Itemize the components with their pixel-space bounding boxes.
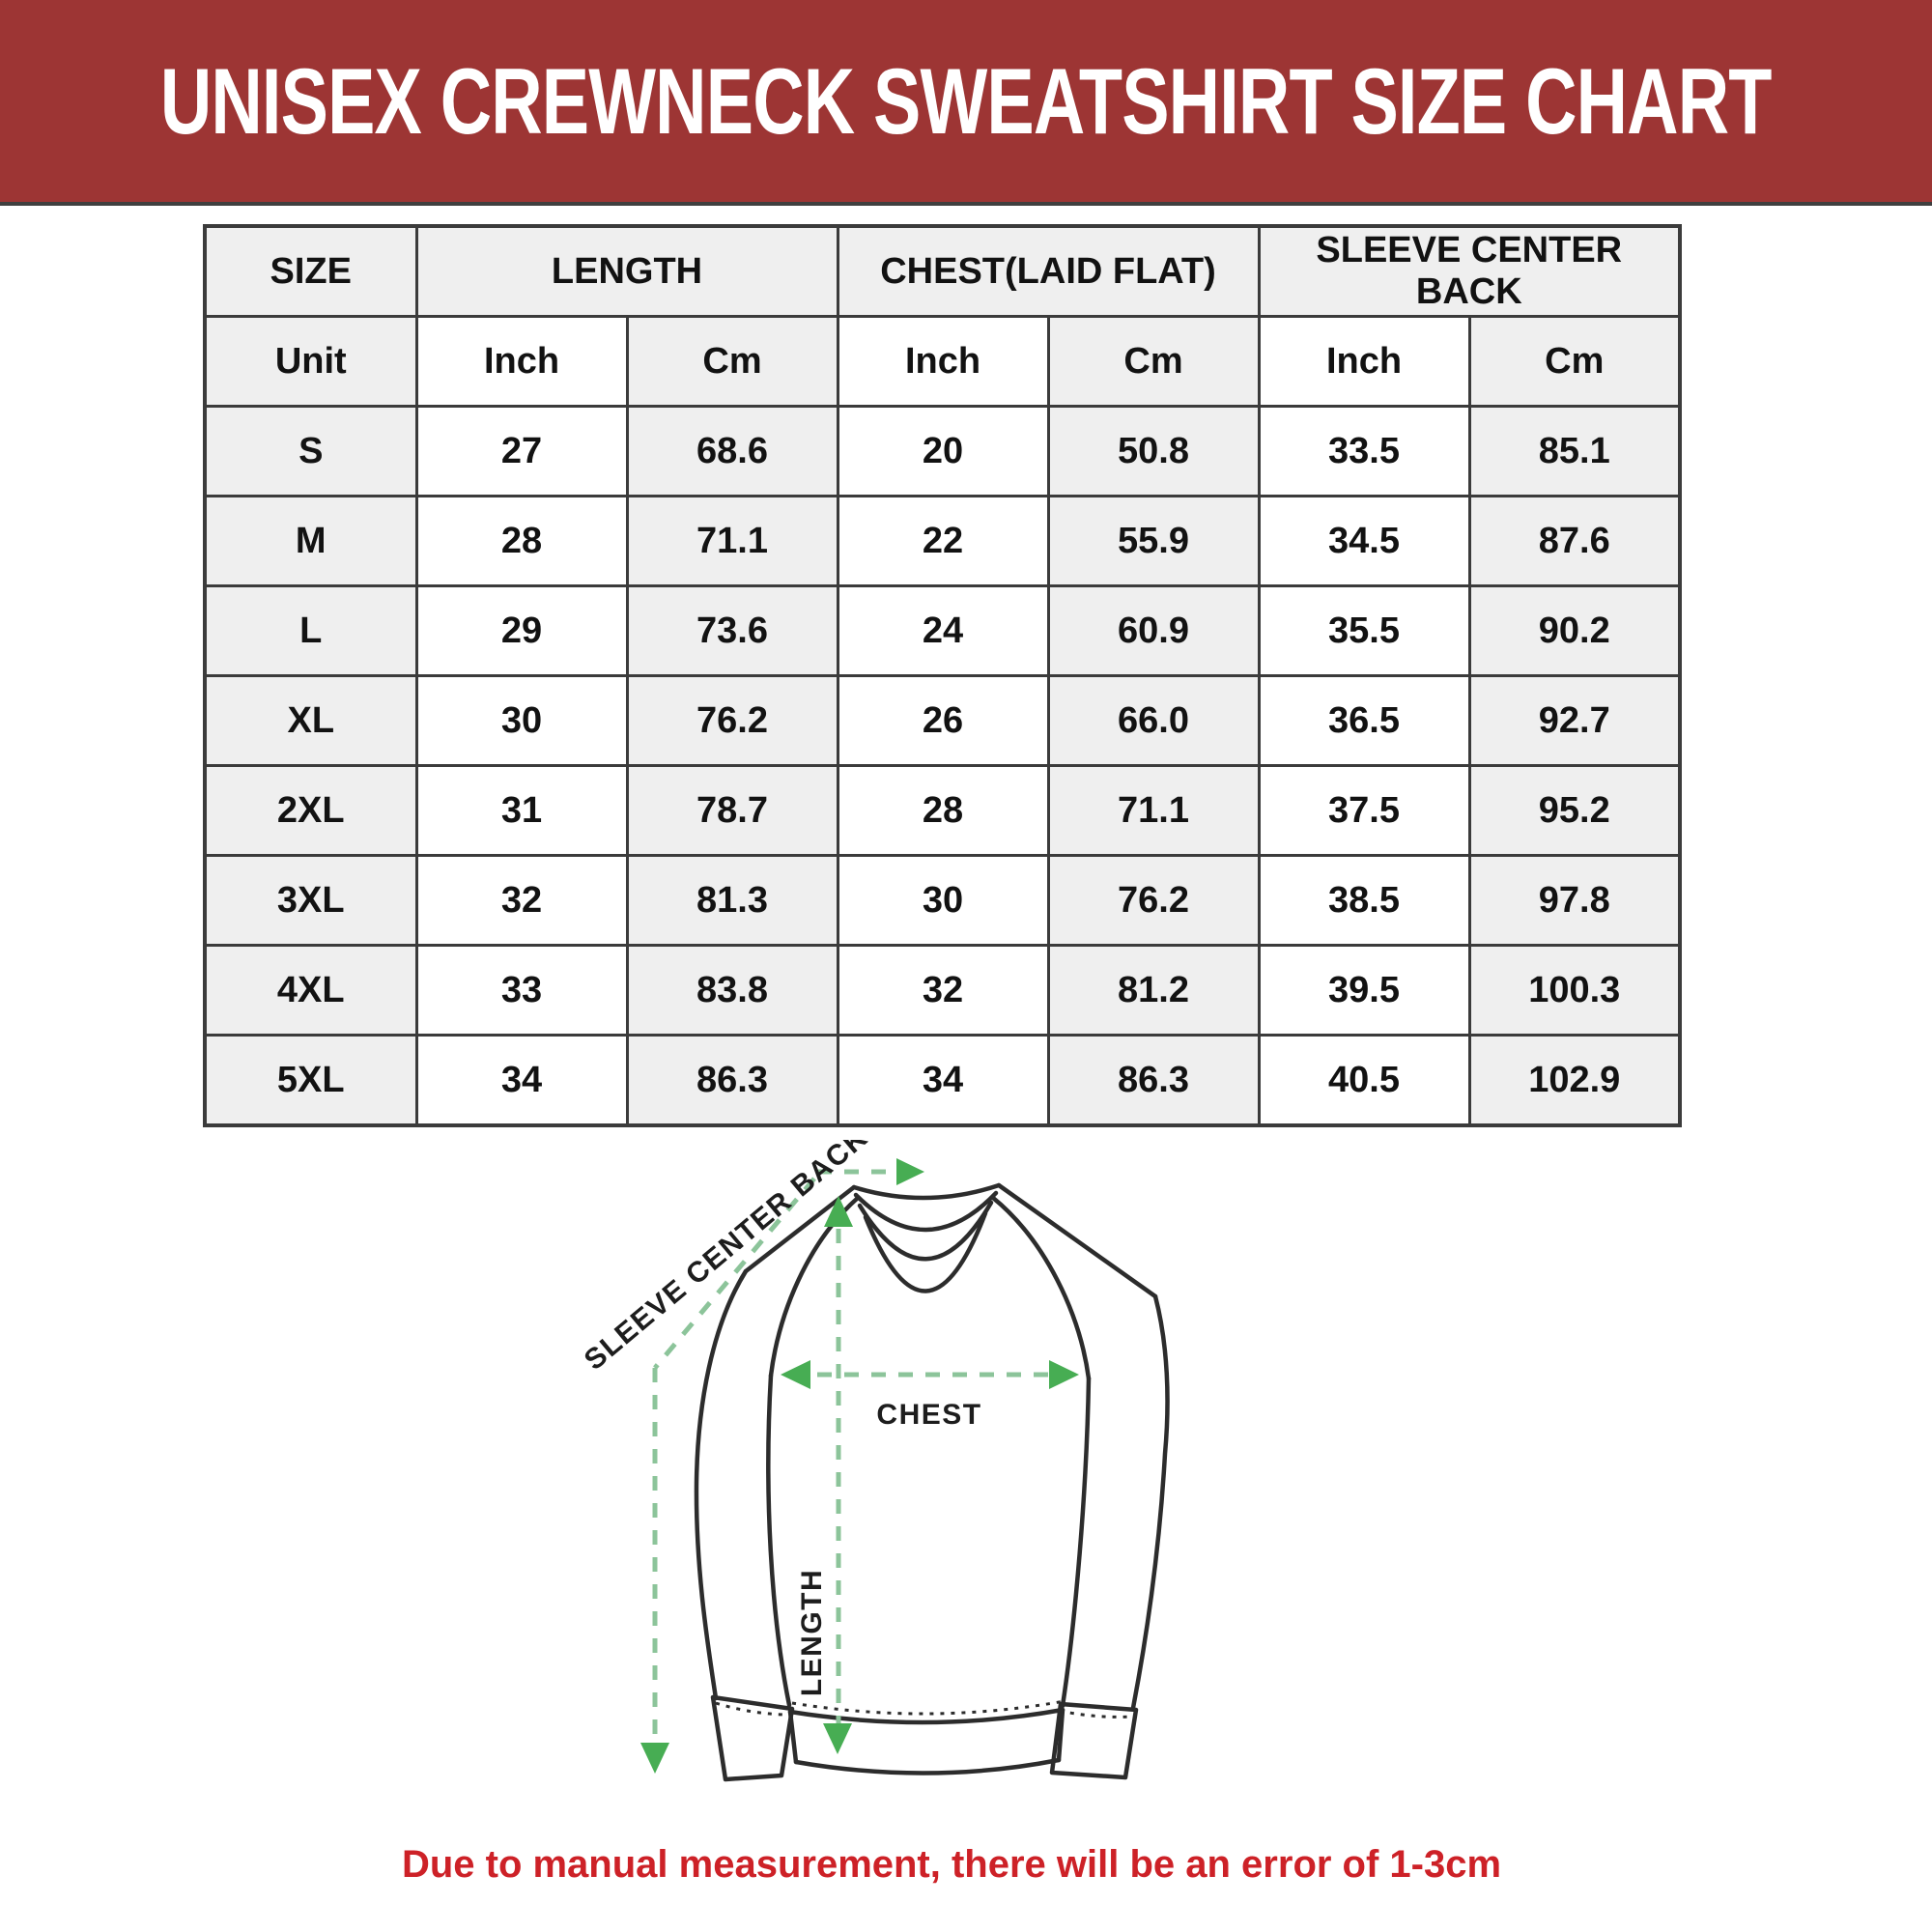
page-title: UNISEX CREWNECK SWEATSHIRT SIZE CHART: [160, 47, 1773, 154]
size-label-cell: M: [203, 495, 418, 587]
unit-cell: Inch: [836, 315, 1050, 408]
table-cell: 68.6: [625, 405, 839, 497]
table-cell: 30: [414, 674, 629, 767]
table-cell: 66.0: [1046, 674, 1261, 767]
unit-row: Unit Inch Cm Inch Cm Inch Cm: [203, 315, 1682, 408]
table-cell: 31: [414, 764, 629, 857]
table-cell: 76.2: [1046, 854, 1261, 947]
table-cell: 24: [836, 584, 1050, 677]
unit-cell: Cm: [1046, 315, 1261, 408]
sleeve-center-back-label: SLEEVE CENTER BACK: [580, 1140, 874, 1377]
table-cell: 81.3: [625, 854, 839, 947]
unit-cell: Cm: [625, 315, 839, 408]
table-row: M 28 71.1 22 55.9 34.5 87.6: [203, 495, 1682, 587]
unit-label-cell: Unit: [203, 315, 418, 408]
table-cell: 97.8: [1467, 854, 1682, 947]
table-cell: 87.6: [1467, 495, 1682, 587]
table-cell: 102.9: [1467, 1034, 1682, 1127]
table-header-row: SIZE LENGTH CHEST(LAID FLAT) SLEEVE CENT…: [203, 224, 1682, 318]
table-cell: 73.6: [625, 584, 839, 677]
size-label-cell: XL: [203, 674, 418, 767]
table-cell: 81.2: [1046, 944, 1261, 1037]
table-cell: 86.3: [625, 1034, 839, 1127]
table-row: L 29 73.6 24 60.9 35.5 90.2: [203, 584, 1682, 677]
table-cell: 33: [414, 944, 629, 1037]
table-cell: 71.1: [1046, 764, 1261, 857]
table-cell: 85.1: [1467, 405, 1682, 497]
table-cell: 86.3: [1046, 1034, 1261, 1127]
sleeve-center-back-measure-arrow: [640, 1158, 924, 1774]
table-cell: 34: [836, 1034, 1050, 1127]
table-cell: 71.1: [625, 495, 839, 587]
title-banner: UNISEX CREWNECK SWEATSHIRT SIZE CHART: [0, 0, 1932, 206]
column-header-size: SIZE: [203, 224, 418, 318]
length-measure-arrow: [823, 1196, 853, 1754]
length-label: LENGTH: [796, 1569, 828, 1696]
table-cell: 95.2: [1467, 764, 1682, 857]
size-chart-table: SIZE LENGTH CHEST(LAID FLAT) SLEEVE CENT…: [203, 224, 1683, 1127]
unit-cell: Inch: [414, 315, 629, 408]
table-cell: 78.7: [625, 764, 839, 857]
size-label-cell: S: [203, 405, 418, 497]
size-label-cell: 4XL: [203, 944, 418, 1037]
table-row: 2XL 31 78.7 28 71.1 37.5 95.2: [203, 764, 1682, 857]
unit-cell: Cm: [1467, 315, 1682, 408]
unit-cell: Inch: [1257, 315, 1471, 408]
table-cell: 100.3: [1467, 944, 1682, 1037]
table-row: XL 30 76.2 26 66.0 36.5 92.7: [203, 674, 1682, 767]
measurement-error-note: Due to manual measurement, there will be…: [401, 1843, 1502, 1886]
table-cell: 28: [414, 495, 629, 587]
table-cell: 90.2: [1467, 584, 1682, 677]
table-cell: 60.9: [1046, 584, 1261, 677]
size-label-cell: 2XL: [203, 764, 418, 857]
table-cell: 55.9: [1046, 495, 1261, 587]
sweatshirt-diagram: SLEEVE CENTER BACK CHEST LENGTH: [580, 1140, 1170, 1782]
table-cell: 32: [836, 944, 1050, 1037]
table-cell: 35.5: [1257, 584, 1471, 677]
table-cell: 28: [836, 764, 1050, 857]
table-row: 3XL 32 81.3 30 76.2 38.5 97.8: [203, 854, 1682, 947]
table-row: 5XL 34 86.3 34 86.3 40.5 102.9: [203, 1034, 1682, 1127]
table-cell: 30: [836, 854, 1050, 947]
size-label-cell: 3XL: [203, 854, 418, 947]
column-header-length: LENGTH: [414, 224, 839, 318]
table-cell: 22: [836, 495, 1050, 587]
chest-measure-arrow: [781, 1360, 1079, 1389]
table-cell: 33.5: [1257, 405, 1471, 497]
table-row: S 27 68.6 20 50.8 33.5 85.1: [203, 405, 1682, 497]
table-cell: 39.5: [1257, 944, 1471, 1037]
table-cell: 34: [414, 1034, 629, 1127]
table-cell: 27: [414, 405, 629, 497]
table-cell: 83.8: [625, 944, 839, 1037]
table-cell: 50.8: [1046, 405, 1261, 497]
table-cell: 92.7: [1467, 674, 1682, 767]
table-cell: 29: [414, 584, 629, 677]
table-cell: 37.5: [1257, 764, 1471, 857]
table-row: 4XL 33 83.8 32 81.2 39.5 100.3: [203, 944, 1682, 1037]
table-cell: 32: [414, 854, 629, 947]
chest-label: CHEST: [876, 1399, 981, 1431]
column-header-sleeve: SLEEVE CENTER BACK: [1257, 224, 1682, 318]
column-header-chest: CHEST(LAID FLAT): [836, 224, 1261, 318]
table-cell: 26: [836, 674, 1050, 767]
size-label-cell: L: [203, 584, 418, 677]
table-cell: 40.5: [1257, 1034, 1471, 1127]
table-cell: 36.5: [1257, 674, 1471, 767]
table-cell: 20: [836, 405, 1050, 497]
table-cell: 34.5: [1257, 495, 1471, 587]
size-label-cell: 5XL: [203, 1034, 418, 1127]
table-cell: 76.2: [625, 674, 839, 767]
sweatshirt-outline: [694, 1182, 1170, 1782]
table-cell: 38.5: [1257, 854, 1471, 947]
